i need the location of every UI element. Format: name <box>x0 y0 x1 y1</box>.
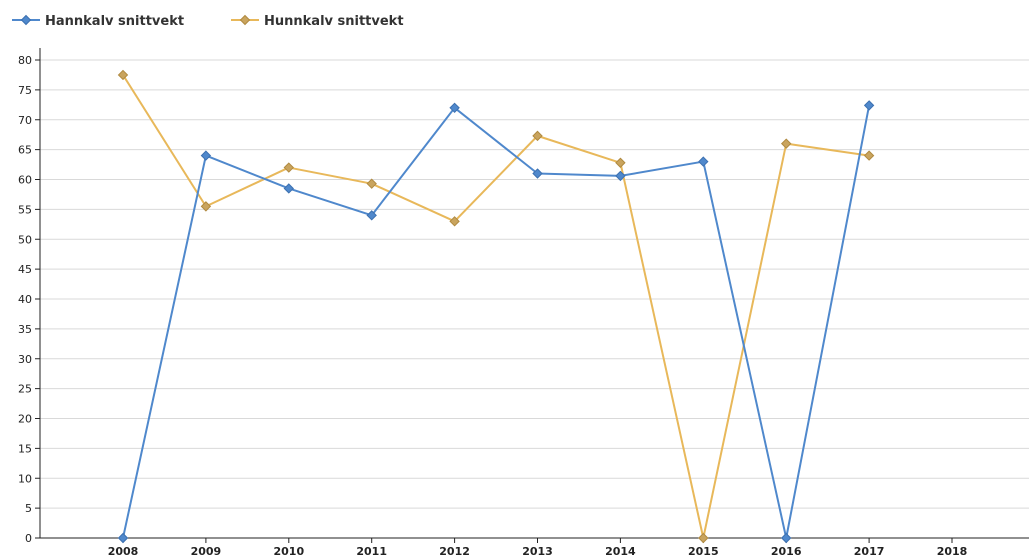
x-tick-label: 2016 <box>771 545 802 558</box>
y-tick-label: 45 <box>18 263 32 276</box>
data-point <box>117 532 129 544</box>
series-0 <box>117 100 875 544</box>
y-tick-label: 80 <box>18 54 32 67</box>
chart-legend: Hannkalv snittvekt Hunnkalv snittvekt <box>12 14 404 29</box>
data-point <box>615 157 626 168</box>
data-point <box>117 69 129 81</box>
chart-gridlines <box>40 59 1029 509</box>
data-point <box>449 216 460 227</box>
data-point <box>283 183 295 194</box>
y-tick-label: 65 <box>18 144 32 157</box>
x-tick-label: 2014 <box>605 545 636 558</box>
data-point <box>698 532 709 544</box>
legend-marker-icon <box>20 14 32 26</box>
legend-label: Hannkalv snittvekt <box>45 14 184 29</box>
y-tick-label: 5 <box>25 502 32 515</box>
data-point <box>615 170 626 182</box>
data-point <box>863 150 875 161</box>
series-line <box>122 105 871 539</box>
legend-item-0[interactable]: Hannkalv snittvekt <box>12 14 184 29</box>
y-tick-label: 10 <box>18 472 32 485</box>
chart-series <box>117 69 875 544</box>
y-tick-label: 20 <box>18 413 32 426</box>
data-point <box>283 162 295 173</box>
x-tick-label: 2013 <box>522 545 553 558</box>
x-axis-ticks: 2008 2009 2010 2011 2012 2013 2014 2015 2016 2017… <box>108 538 968 558</box>
x-tick-label: 2015 <box>688 545 719 558</box>
y-tick-label: 75 <box>18 84 32 97</box>
series-line <box>122 74 870 539</box>
data-point <box>780 138 792 149</box>
y-tick-label: 35 <box>18 323 32 336</box>
chart-axes <box>39 48 1029 539</box>
x-tick-label: 2009 <box>191 545 222 558</box>
y-axis-ticks: 0 5 10 15 20 25 30 35 40 45 50 55 60 65 70 75 80 <box>18 54 40 545</box>
data-point <box>863 100 875 111</box>
data-point <box>366 178 377 189</box>
data-point <box>698 156 709 167</box>
data-point <box>200 150 212 161</box>
y-tick-label: 30 <box>18 353 32 366</box>
data-point <box>532 168 543 179</box>
y-tick-label: 15 <box>18 442 32 455</box>
x-tick-label: 2011 <box>356 545 387 558</box>
y-tick-label: 25 <box>18 383 32 396</box>
legend-marker-icon <box>239 14 251 26</box>
data-point <box>366 210 377 221</box>
data-point <box>449 102 460 114</box>
y-tick-label: 55 <box>18 203 32 216</box>
y-tick-label: 0 <box>25 532 32 545</box>
legend-label: Hunnkalv snittvekt <box>264 14 404 29</box>
x-tick-label: 2010 <box>273 545 304 558</box>
series-1 <box>117 69 875 544</box>
x-tick-label: 2012 <box>439 545 470 558</box>
y-tick-label: 40 <box>18 293 32 306</box>
x-tick-label: 2008 <box>108 545 139 558</box>
y-tick-label: 70 <box>18 114 32 127</box>
data-point <box>532 130 543 142</box>
y-tick-label: 50 <box>18 233 32 246</box>
data-point <box>200 201 212 212</box>
data-point <box>780 532 792 544</box>
legend-item-1[interactable]: Hunnkalv snittvekt <box>231 14 404 29</box>
x-tick-label: 2018 <box>937 545 968 558</box>
y-tick-label: 60 <box>18 174 32 187</box>
x-tick-label: 2017 <box>854 545 885 558</box>
